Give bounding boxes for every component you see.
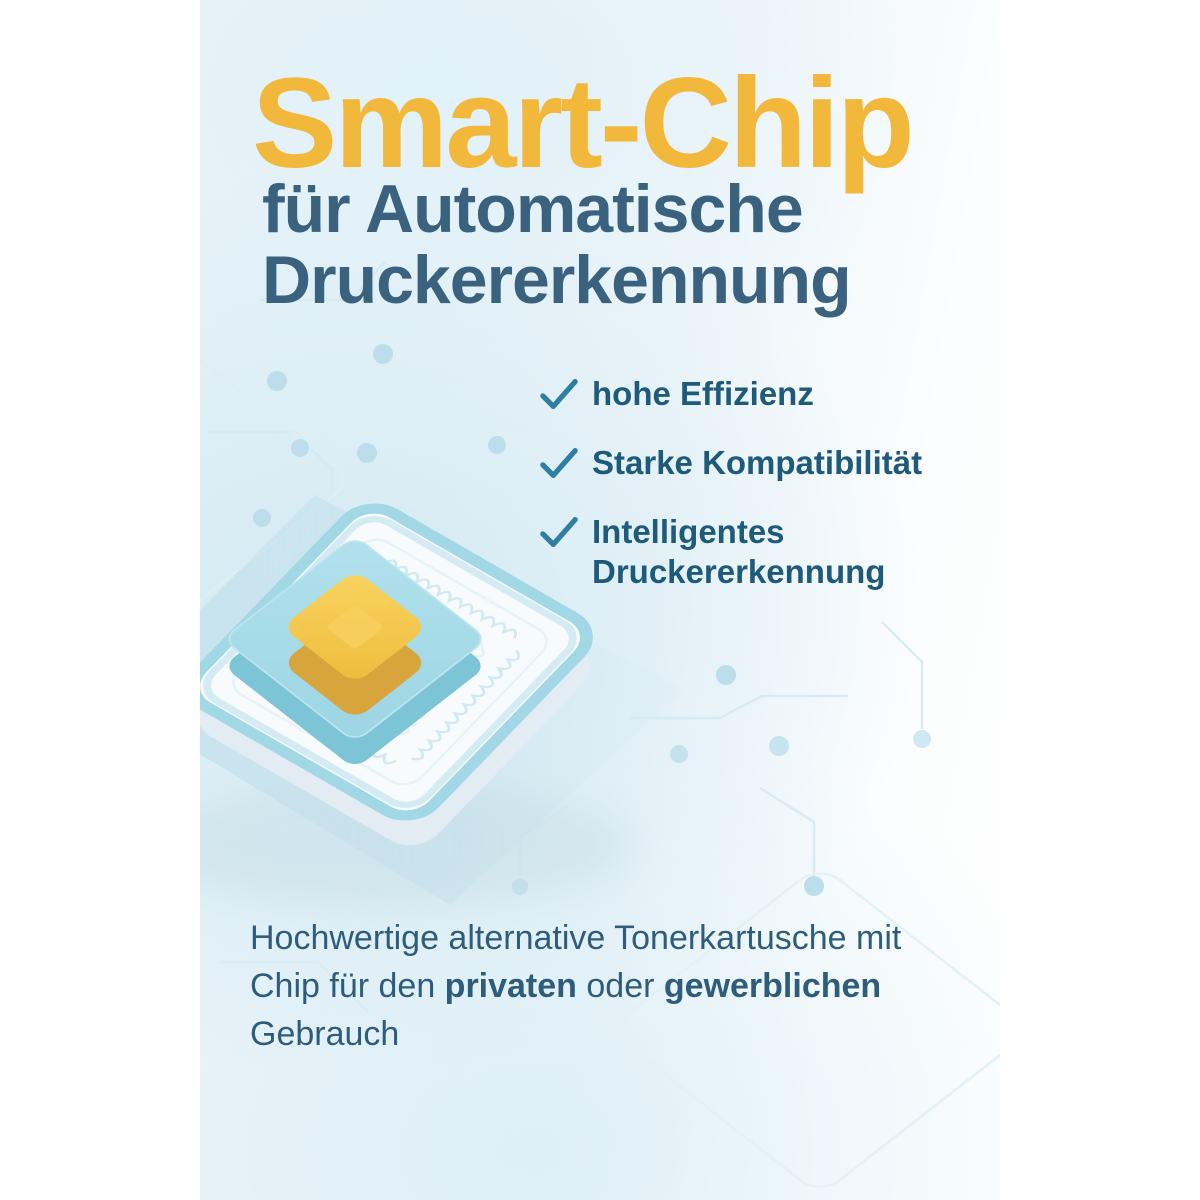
feature-list: hohe Effizienz Starke Kompatibilität Int… (538, 374, 922, 592)
feature-label: Intelligentes Druckererkennung (592, 513, 886, 590)
description-line-2: Chip für den privaten oder gewerblichen (250, 967, 882, 1005)
feature-item-efficiency: hohe Effizienz (538, 374, 922, 414)
feature-item-recognition: Intelligentes Druckererkennung (538, 512, 922, 592)
checkmark-icon (540, 379, 578, 409)
page-subtitle: für Automatische Druckererkennung (262, 171, 852, 318)
checkmark-icon (540, 517, 578, 547)
bold-text-privaten: privaten (444, 967, 577, 1005)
feature-label: Starke Kompatibilität (592, 444, 923, 481)
chip-illustration (200, 261, 1000, 1188)
bold-text-gewerblichen: gewerblichen (663, 967, 882, 1005)
subtitle-line-2: Druckererkennung (262, 242, 852, 318)
feature-label: hohe Effizienz (592, 375, 814, 412)
page-title: Smart-Chip (252, 52, 915, 195)
checkmark-icon (540, 448, 578, 478)
description-line-3: Gebrauch (250, 1015, 400, 1053)
product-poster: Smart-Chip für Automatische Druckererken… (200, 0, 1000, 1200)
subtitle-line-1: für Automatische (262, 171, 804, 247)
feature-item-compatibility: Starke Kompatibilität (538, 443, 922, 483)
gold-chip (288, 575, 422, 715)
description-line-1: Hochwertige alternative Tonerkartusche m… (250, 919, 902, 957)
circuit-dots (253, 344, 931, 896)
product-description: Hochwertige alternative Tonerkartusche m… (250, 914, 980, 1058)
